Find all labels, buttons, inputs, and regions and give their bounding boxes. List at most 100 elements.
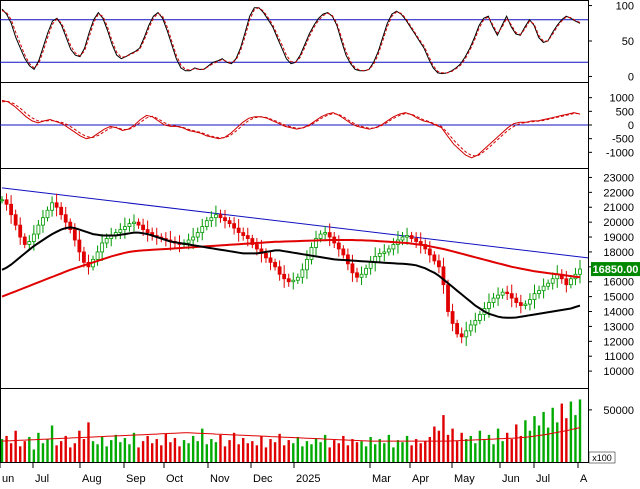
candle-body <box>427 248 432 256</box>
volume-bar <box>150 443 154 462</box>
volume-bar <box>59 441 63 462</box>
volume-bar <box>55 445 58 462</box>
candle-body <box>432 254 437 262</box>
candle-body <box>191 236 196 241</box>
candle-body <box>468 324 473 332</box>
volume-bar <box>146 435 149 462</box>
volume-bar <box>187 443 190 462</box>
volume-bar <box>528 430 532 462</box>
candle-body <box>136 221 141 226</box>
volume-bar <box>260 435 263 462</box>
candle-body <box>409 235 414 239</box>
volume-bar <box>524 420 527 462</box>
candle-body <box>368 261 373 269</box>
candle-body <box>359 273 364 278</box>
volume-unit-box <box>588 451 616 464</box>
last-price-box <box>591 262 640 277</box>
volume-bar <box>455 441 459 462</box>
volume-bar <box>301 446 304 462</box>
volume-bar <box>478 430 482 462</box>
price-tick-label: 22000 <box>603 187 634 199</box>
candle-body <box>268 257 273 263</box>
volume-bar <box>210 439 213 462</box>
candle-body <box>59 206 64 216</box>
price-tick-label: 12000 <box>603 336 634 348</box>
volume-bar <box>123 438 127 462</box>
volume-bar <box>556 422 559 462</box>
candle-body <box>22 236 27 245</box>
candle-body <box>18 224 23 238</box>
x-tick-label: Mar <box>372 473 391 485</box>
volume-bar <box>191 435 195 462</box>
volume-bar <box>64 435 67 462</box>
candle-body <box>264 253 268 259</box>
volume-bar <box>533 416 536 462</box>
candle-body <box>523 303 528 306</box>
candle-body <box>528 299 532 305</box>
volume-bar <box>41 443 45 462</box>
candle-body <box>50 202 54 211</box>
x-tick-label: un <box>2 473 14 485</box>
candle-body <box>27 241 32 245</box>
volume-bar <box>319 442 322 462</box>
candle-body <box>386 248 391 253</box>
volume-bar <box>73 443 77 462</box>
x-tick-label: Apr <box>412 473 429 485</box>
candle-body <box>145 229 150 233</box>
volume-bar <box>305 441 309 462</box>
price-tick-label: 23000 <box>603 172 634 184</box>
price-tick-label: 13000 <box>603 321 634 333</box>
price-tick-label: 19000 <box>603 232 634 244</box>
volume-bar <box>323 434 327 462</box>
candle-body <box>355 272 359 278</box>
candle-body <box>487 302 491 309</box>
volume-bar <box>542 411 545 462</box>
candle-body <box>236 227 241 233</box>
x-tick-label: Jun <box>502 473 520 485</box>
price-tick-label: 21000 <box>603 202 634 214</box>
volume-bar <box>378 439 381 462</box>
candle-body <box>541 285 546 292</box>
candle-body <box>68 221 73 230</box>
stoch-tick-label: 50 <box>622 36 634 48</box>
candle-body <box>4 199 9 205</box>
volume-bar <box>96 444 99 462</box>
candle-body <box>341 248 346 256</box>
volume-bar <box>173 438 177 462</box>
volume-bar <box>119 442 122 462</box>
volume-bar <box>219 434 222 462</box>
volume-bar <box>437 430 441 462</box>
volume-bar <box>351 439 354 462</box>
volume-bar <box>100 436 104 462</box>
volume-bar <box>201 428 204 462</box>
volume-bar <box>0 439 4 462</box>
stochastic-panel: 0 50 100 <box>0 1 634 83</box>
volume-bar <box>37 432 40 462</box>
candle-body <box>63 214 68 223</box>
candle-body <box>546 282 551 287</box>
volume-bar <box>292 443 295 462</box>
x-tick-label: Oct <box>166 473 183 485</box>
candle-body <box>95 251 100 260</box>
candle-body <box>350 263 355 274</box>
volume-bar <box>69 447 72 462</box>
volume-bar <box>414 439 418 462</box>
candle-body <box>309 247 314 260</box>
volume-bar <box>342 435 345 462</box>
volume-bar <box>574 415 577 462</box>
volume-bar <box>569 401 573 462</box>
volume-bar <box>78 430 81 462</box>
volume-bar <box>346 445 350 462</box>
volume-bar <box>50 425 54 462</box>
x-tick-label: Jul <box>536 473 550 485</box>
volume-bar <box>105 446 108 462</box>
volume-ma <box>1 427 581 442</box>
volume-bar <box>28 436 31 462</box>
volume-bar <box>246 443 249 462</box>
macd-series-signal <box>1 100 580 157</box>
volume-bar <box>46 439 49 462</box>
panel-frames <box>0 0 589 463</box>
volume-bar <box>178 446 181 462</box>
candle-body <box>336 242 341 250</box>
candle-body <box>291 279 296 283</box>
